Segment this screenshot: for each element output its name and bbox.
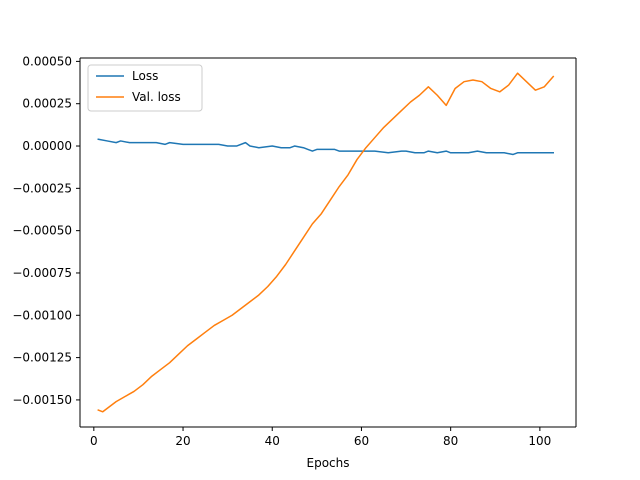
x-tick-label: 40	[265, 434, 280, 448]
y-tick-label: −0.00125	[12, 351, 72, 365]
legend-label: Loss	[132, 69, 158, 83]
y-tick-label: −0.00075	[12, 266, 72, 280]
y-tick-label: 0.00000	[22, 139, 72, 153]
x-tick-label: 80	[443, 434, 458, 448]
x-ticks: 0 20 40 60 80 100	[90, 427, 551, 448]
y-ticks: −0.00150 −0.00125 −0.00100 −0.00075 −0.00050…	[12, 54, 80, 407]
legend-label: Val. loss	[132, 90, 181, 104]
legend: Loss Val. loss	[87, 64, 203, 112]
plot-lines	[97, 72, 555, 413]
y-tick-label: −0.00150	[12, 393, 72, 407]
y-tick-label: 0.00025	[22, 97, 72, 111]
y-tick-label: −0.00025	[12, 181, 72, 195]
x-tick-label: 20	[175, 434, 190, 448]
x-tick-label: 100	[528, 434, 551, 448]
x-axis-label: Epochs	[307, 456, 350, 470]
y-tick-label: 0.00050	[22, 54, 72, 68]
axes	[79, 57, 577, 428]
series-line-loss	[97, 138, 554, 156]
y-tick-label: −0.00050	[12, 224, 72, 238]
x-tick-label: 0	[90, 434, 98, 448]
series-line-val-loss	[97, 72, 555, 413]
x-tick-label: 60	[354, 434, 369, 448]
y-tick-label: −0.00100	[12, 308, 72, 322]
